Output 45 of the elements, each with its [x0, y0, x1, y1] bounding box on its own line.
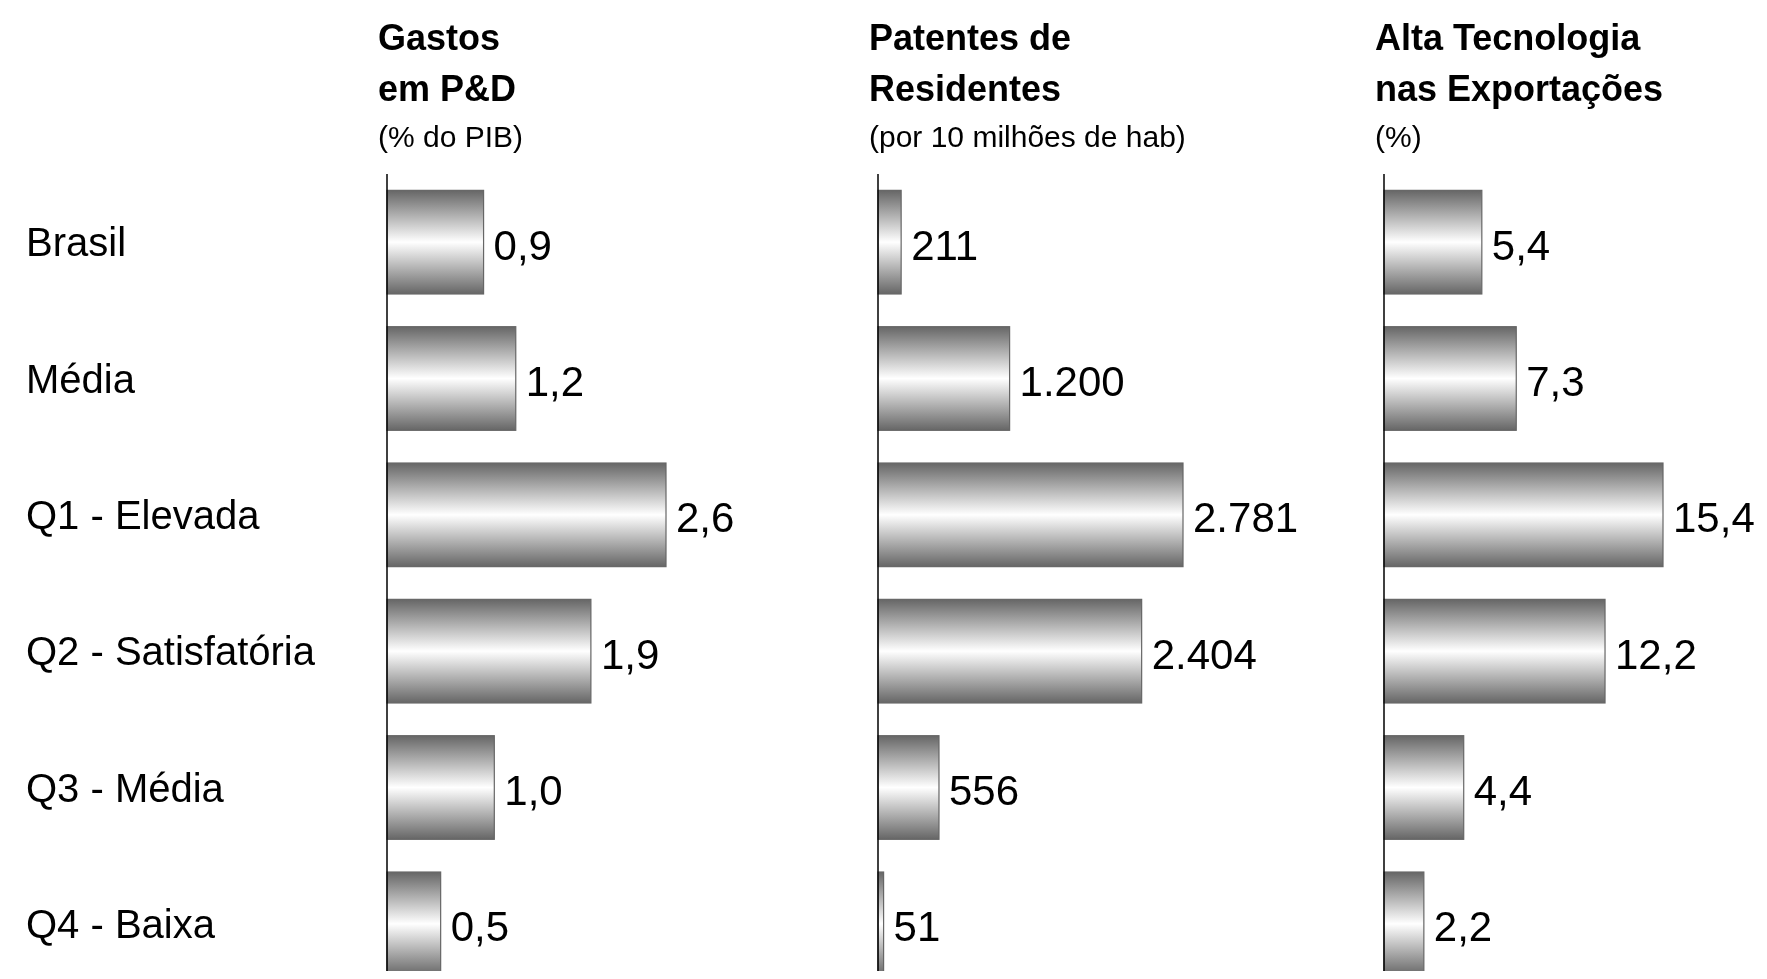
data-label: 2,6: [676, 494, 735, 542]
chart-subtitle: (%): [1375, 120, 1422, 153]
data-label: 211: [911, 221, 979, 269]
bar: [877, 462, 1184, 568]
data-label: 51: [893, 903, 941, 951]
bar: [1383, 598, 1606, 704]
bar: [877, 735, 940, 840]
data-label: 5,4: [1491, 221, 1551, 269]
chart-subtitle: (% do PIB): [378, 120, 524, 153]
data-label: 15,4: [1673, 494, 1755, 542]
data-label: 4,4: [1473, 767, 1533, 814]
chart-title: Patentes de Residentes: [869, 17, 1072, 109]
bar: [1383, 735, 1465, 840]
bar: [877, 326, 1011, 431]
chart-subtitle: (por 10 milhões de hab): [869, 120, 1186, 153]
bar: [877, 189, 902, 295]
y-tick-label: Q1 - Elevada: [26, 492, 261, 537]
data-label: 556: [948, 767, 1020, 814]
chart-title: Gastos em P&D: [378, 17, 517, 109]
data-label: 2.404: [1151, 630, 1257, 678]
bar: [1383, 462, 1664, 568]
data-label: 12,2: [1615, 630, 1697, 678]
bar: [386, 462, 667, 568]
y-tick-label: Q2 - Satisfatória: [26, 629, 316, 674]
data-label: 2.781: [1193, 494, 1299, 542]
data-label: 2,2: [1433, 903, 1493, 951]
bar: [386, 598, 592, 704]
data-label: 0,9: [493, 221, 552, 269]
data-label: 1.200: [1019, 358, 1125, 405]
y-tick-label: Média: [26, 356, 136, 401]
data-label: 7,3: [1526, 358, 1585, 405]
bar: [877, 598, 1143, 704]
data-label: 1,0: [504, 767, 563, 814]
y-tick-label: Q3 - Média: [26, 765, 225, 810]
bar: [1383, 326, 1517, 431]
data-label: 1,2: [525, 358, 585, 405]
bar: [386, 735, 495, 840]
data-label: 1,9: [600, 630, 660, 678]
y-tick-label: Brasil: [26, 220, 127, 265]
bar: [386, 189, 485, 295]
bar: [1383, 189, 1483, 295]
data-label: 0,5: [450, 903, 510, 951]
chart-title: Alta Tecnologia nas Exportações: [1375, 17, 1664, 109]
bar: [386, 326, 517, 431]
y-tick-label: Q4 - Baixa: [26, 901, 216, 946]
